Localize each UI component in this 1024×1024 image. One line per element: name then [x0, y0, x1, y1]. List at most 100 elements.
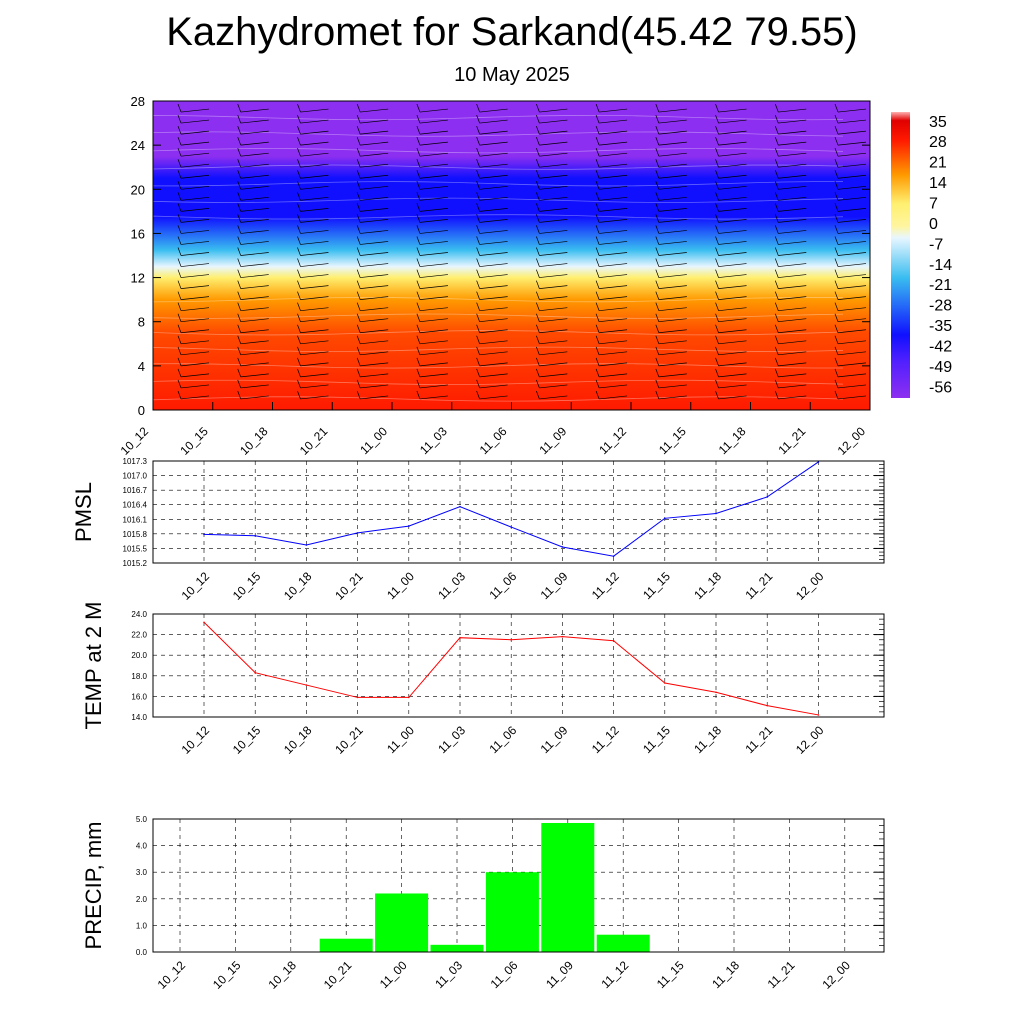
barb-flag — [595, 357, 600, 366]
barb-shaft — [479, 285, 508, 289]
barb-flag — [177, 148, 182, 157]
colorbar-label: 14 — [929, 175, 947, 192]
barb-shaft — [539, 395, 568, 400]
x-tick-label: 10_21 — [332, 723, 366, 757]
data-point — [203, 621, 205, 624]
wind-barb — [297, 335, 329, 345]
barb-shaft — [539, 130, 568, 135]
wind-barb — [177, 390, 210, 400]
barb-shaft — [837, 274, 867, 278]
barb-shaft — [837, 241, 867, 245]
data-point — [254, 535, 256, 537]
barb-shaft — [360, 395, 389, 400]
barb-flag — [774, 346, 779, 355]
x-tick-label: 11_12 — [589, 723, 622, 756]
wind-barb — [774, 357, 807, 367]
wind-barb — [356, 247, 389, 256]
wind-barb — [297, 302, 329, 312]
barb-flag — [356, 192, 361, 201]
barb-shaft — [539, 108, 568, 113]
barb-shaft — [658, 351, 687, 356]
barb-flag — [177, 214, 182, 223]
barb-flag — [177, 247, 182, 256]
barb-flag — [476, 181, 480, 190]
barb-shaft — [539, 351, 568, 356]
x-tick-label: 10_18 — [281, 569, 315, 603]
isoline — [152, 330, 844, 336]
x-tick-label: 11_12 — [589, 569, 622, 602]
wind-barb — [416, 214, 448, 223]
barb-flag — [416, 302, 421, 311]
barb-shaft — [360, 307, 389, 312]
barb-flag — [655, 390, 660, 400]
barb-shaft — [360, 219, 389, 223]
barb-shaft — [539, 340, 568, 345]
wind-barb — [834, 148, 867, 157]
barb-flag — [297, 357, 301, 366]
wind-barb — [237, 181, 269, 190]
barb-flag — [774, 269, 779, 278]
wind-barb — [774, 313, 807, 323]
y-tick-label: 1016.4 — [123, 501, 148, 510]
barb-flag — [715, 313, 719, 322]
wind-barb — [476, 203, 508, 212]
barb-flag — [834, 148, 839, 157]
wind-barb — [416, 159, 448, 168]
wind-barb — [834, 258, 867, 267]
barb-shaft — [419, 274, 448, 278]
barb-flag — [834, 302, 839, 311]
colorbar-label: 28 — [929, 134, 947, 151]
barb-flag — [655, 236, 660, 245]
barb-flag — [297, 125, 301, 135]
x-tick-label: 11_09 — [538, 569, 571, 602]
wind-barb — [834, 291, 867, 300]
wind-barb — [177, 192, 210, 201]
wind-barb — [237, 125, 269, 135]
barb-shaft — [658, 230, 687, 234]
wind-barb — [237, 379, 269, 389]
data-point — [459, 505, 461, 508]
wind-barb — [237, 258, 269, 267]
bar — [541, 822, 595, 952]
barb-flag — [715, 247, 719, 256]
barb-shaft — [479, 230, 508, 234]
barb-flag — [237, 291, 242, 300]
wind-barb — [416, 357, 448, 367]
wind-barb — [655, 269, 687, 278]
wind-barb — [655, 214, 687, 223]
barb-shaft — [837, 141, 867, 146]
barb-flag — [655, 225, 660, 234]
x-tick-label: 11_03 — [435, 723, 468, 756]
barb-flag — [356, 148, 361, 157]
wind-barb — [416, 203, 448, 212]
wind-barb — [416, 137, 448, 146]
wind-barb — [297, 214, 329, 223]
wind-barb — [655, 236, 687, 245]
barb-shaft — [778, 230, 807, 234]
barb-flag — [715, 335, 719, 344]
barb-flag — [237, 181, 242, 190]
isoline — [152, 181, 844, 187]
barb-shaft — [718, 373, 747, 378]
wind-barb — [177, 114, 210, 124]
wind-barb — [356, 203, 389, 212]
barb-shaft — [778, 130, 807, 135]
wind-barb — [356, 302, 389, 312]
y-tick-label: 3.0 — [136, 868, 148, 877]
wind-barb — [774, 269, 807, 278]
wind-barb — [655, 313, 687, 323]
wind-barb — [476, 148, 508, 157]
wind-barb — [416, 236, 448, 245]
barb-flag — [595, 346, 600, 355]
barb-shaft — [718, 318, 747, 323]
barb-shaft — [300, 230, 329, 234]
wind-barb — [476, 324, 508, 334]
wind-barb — [774, 225, 807, 234]
wind-barb — [834, 236, 867, 245]
barb-flag — [356, 114, 361, 124]
barb-flag — [416, 280, 421, 289]
barb-shaft — [539, 241, 568, 245]
wind-barb — [834, 302, 867, 312]
wind-barb — [536, 379, 568, 389]
barb-shaft — [479, 152, 508, 157]
